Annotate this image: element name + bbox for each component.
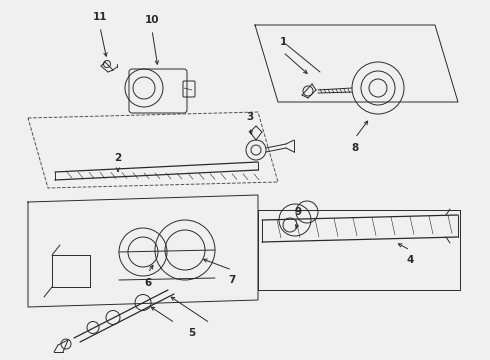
Text: 2: 2 (114, 153, 122, 163)
Text: 6: 6 (145, 278, 151, 288)
Text: 4: 4 (406, 255, 414, 265)
Text: 11: 11 (93, 12, 107, 22)
Text: 9: 9 (294, 207, 301, 217)
Text: 10: 10 (145, 15, 159, 25)
Text: 5: 5 (188, 328, 196, 338)
Text: 7: 7 (228, 275, 236, 285)
Text: 3: 3 (246, 112, 254, 122)
Text: 8: 8 (351, 143, 359, 153)
Text: 1: 1 (279, 37, 287, 47)
